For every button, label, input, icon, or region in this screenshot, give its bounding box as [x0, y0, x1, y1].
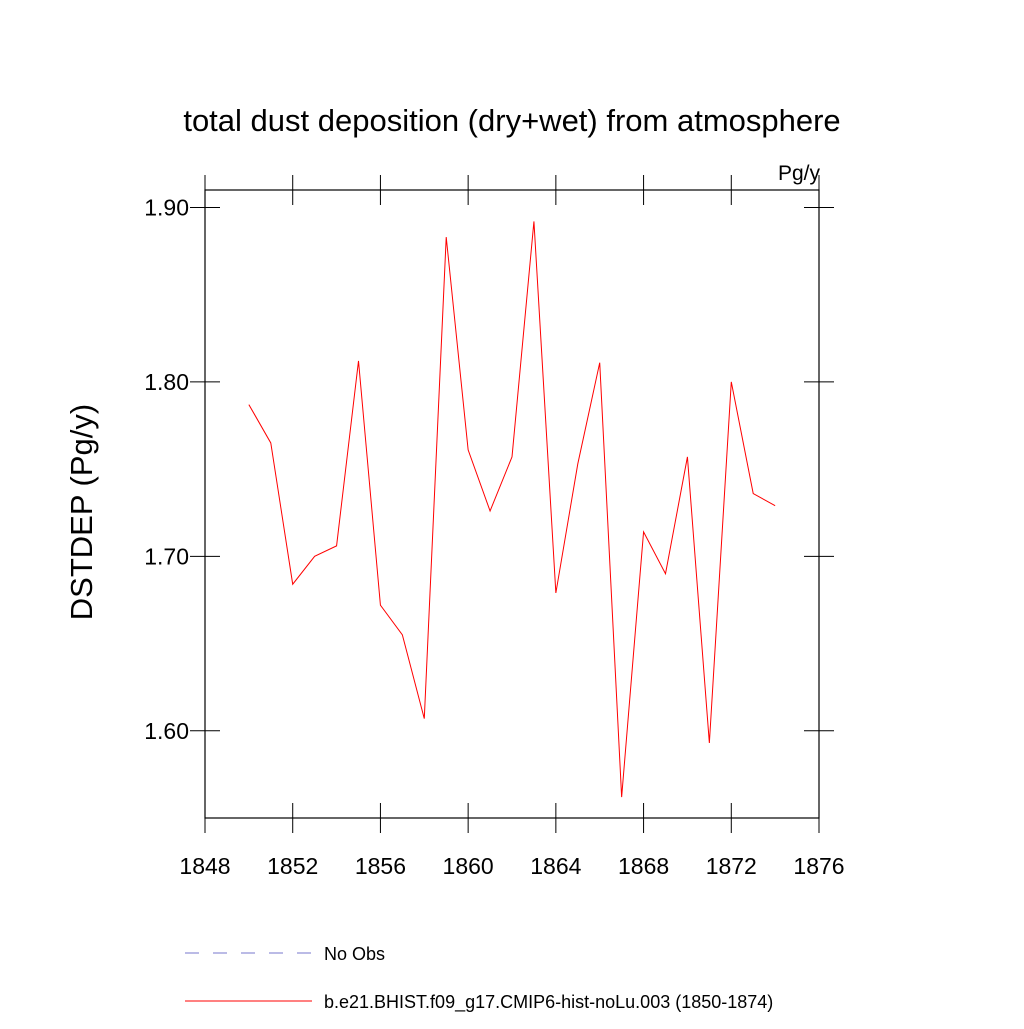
data-line — [248, 221, 776, 798]
y-tick-label: 1.60 — [144, 718, 189, 744]
legend-label: b.e21.BHIST.f09_g17.CMIP6-hist-noLu.003 … — [324, 992, 773, 1013]
x-tick-label: 1868 — [618, 853, 669, 879]
x-tick-label: 1848 — [179, 853, 230, 879]
y-tick-label: 1.80 — [144, 369, 189, 395]
x-tick-label: 1864 — [530, 853, 581, 879]
chart-title: total dust deposition (dry+wet) from atm… — [183, 103, 840, 138]
legend-label: No Obs — [324, 944, 385, 964]
y-axis-label: DSTDEP (Pg/y) — [64, 404, 99, 620]
x-tick-label: 1852 — [267, 853, 318, 879]
x-tick-label: 1856 — [355, 853, 406, 879]
y-tick-label: 1.70 — [144, 543, 189, 569]
x-tick-label: 1860 — [443, 853, 494, 879]
x-tick-label: 1876 — [793, 853, 844, 879]
plot-frame — [204, 189, 820, 819]
units-label: Pg/y — [778, 162, 821, 185]
y-tick-label: 1.90 — [144, 194, 189, 220]
x-tick-label: 1872 — [706, 853, 757, 879]
